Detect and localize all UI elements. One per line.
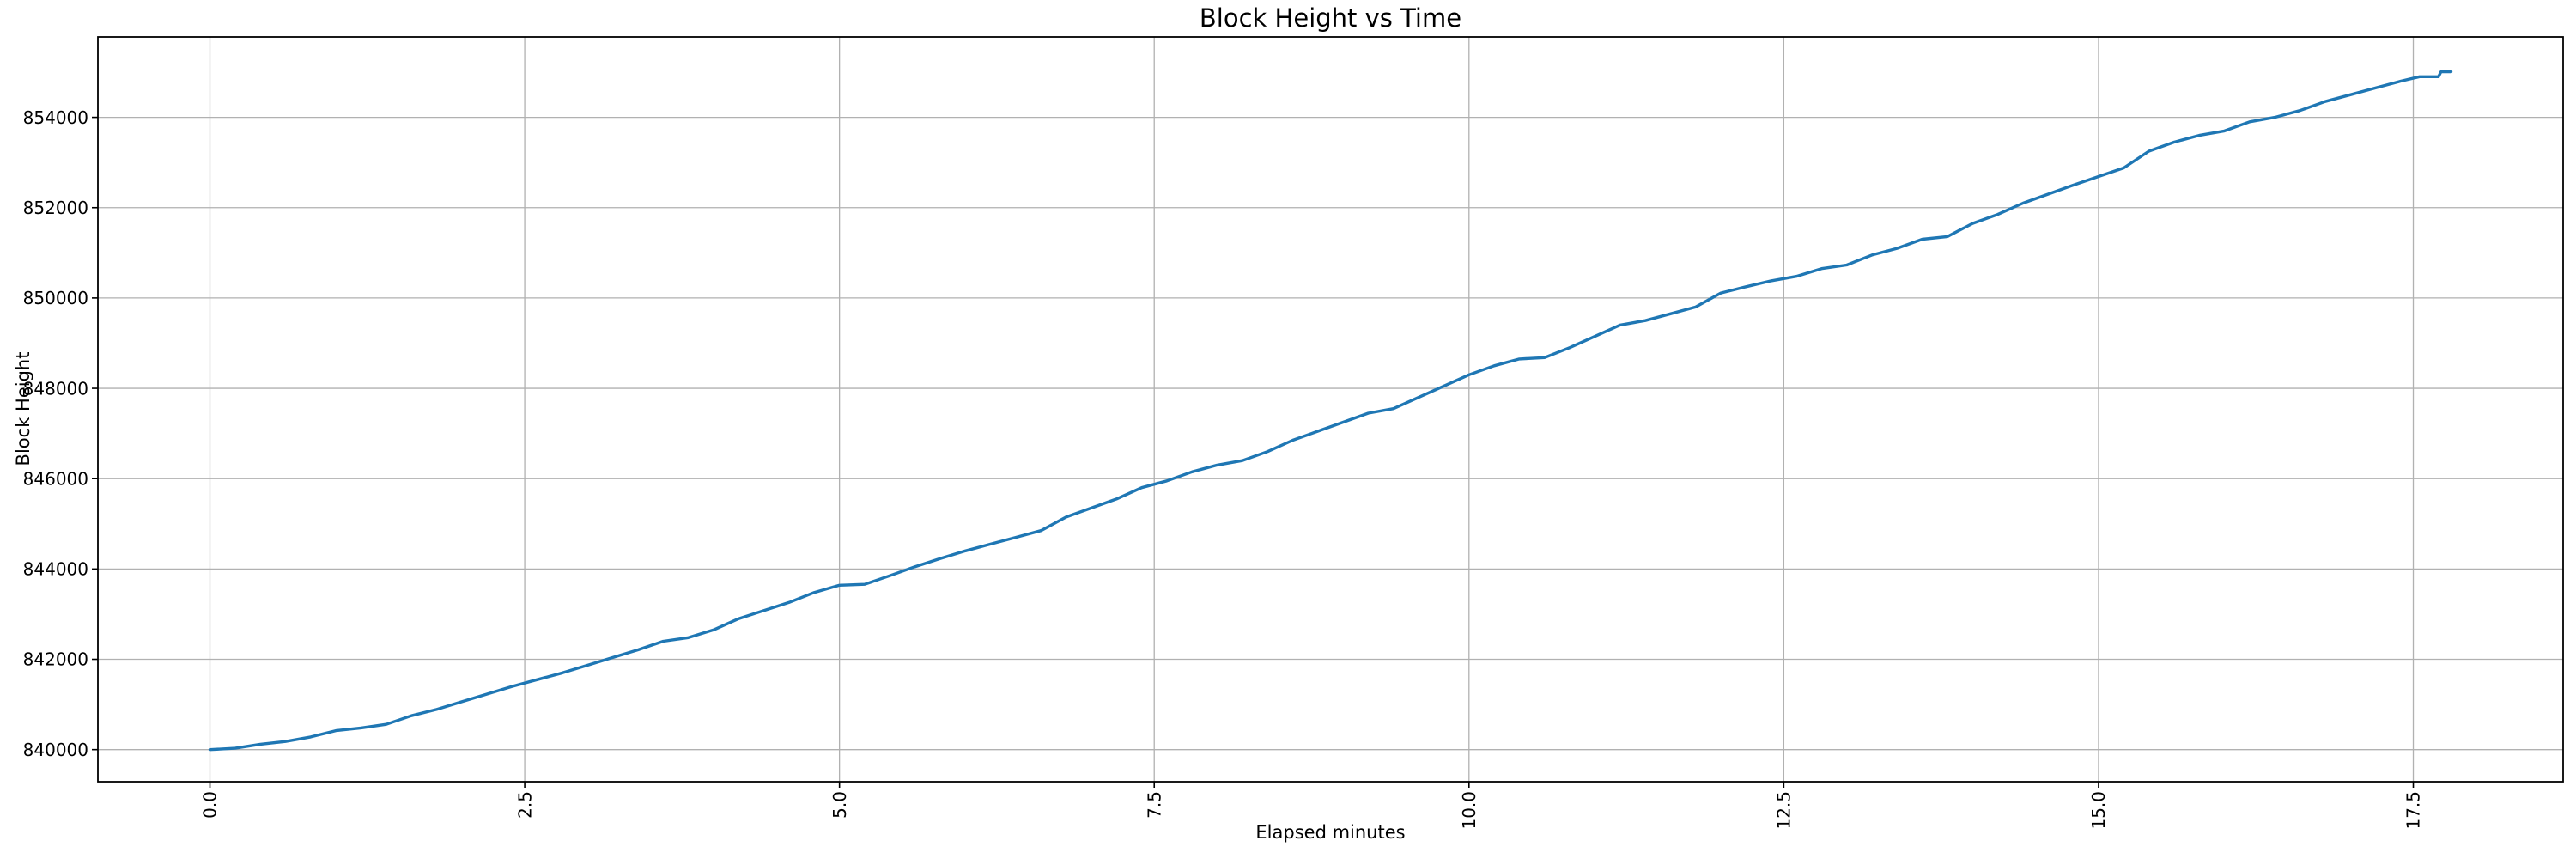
y-tick-label: 840000	[23, 740, 88, 760]
x-tick-label: 12.5	[1774, 791, 1795, 830]
chart-title: Block Height vs Time	[1199, 3, 1462, 33]
x-tick-label: 2.5	[514, 791, 535, 819]
y-tick-label: 848000	[23, 378, 88, 399]
y-tick-label: 854000	[23, 107, 88, 128]
x-tick-label: 10.0	[1459, 791, 1479, 830]
x-tick-label: 0.0	[200, 791, 221, 819]
y-tick-label: 852000	[23, 198, 88, 218]
x-axis-label: Elapsed minutes	[1255, 822, 1406, 843]
y-axis-label: Block Height	[13, 351, 33, 466]
x-tick-label: 7.5	[1144, 791, 1164, 819]
y-tick-label: 850000	[23, 288, 88, 308]
y-tick-label: 844000	[23, 559, 88, 580]
x-tick-label: 15.0	[2088, 791, 2109, 830]
y-tick-label: 846000	[23, 468, 88, 489]
series-line-block_height	[208, 70, 2453, 752]
x-tick-label: 5.0	[829, 791, 850, 819]
y-tick-label: 842000	[23, 649, 88, 670]
axes-spines	[97, 36, 2564, 783]
x-tick-label: 17.5	[2403, 791, 2424, 830]
